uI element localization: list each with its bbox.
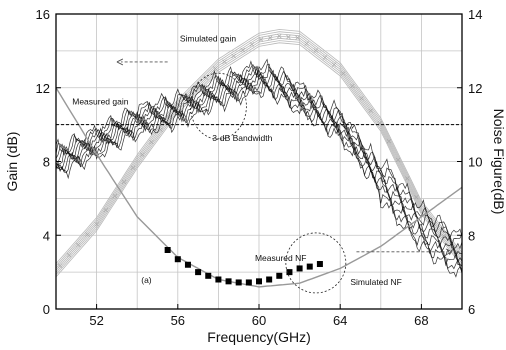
simulated-gain-marker — [258, 37, 264, 42]
simulated-gain-marker — [277, 33, 282, 39]
x-tick-label: 68 — [414, 313, 428, 328]
simulated-gain-marker — [240, 47, 246, 53]
measured-nf-point — [306, 263, 313, 270]
measured-nf-point — [316, 261, 323, 268]
measured-gain-trace — [55, 81, 463, 274]
simulated-gain-marker — [404, 176, 410, 181]
simulated-gain-marker — [57, 263, 63, 268]
simulated-gain-trace — [55, 31, 463, 267]
simulated-gain-marker — [295, 35, 300, 41]
series-simulated-nf — [55, 87, 463, 288]
measured-nf-point — [296, 265, 303, 272]
simulated-gain-marker — [249, 42, 255, 47]
simulated-gain-trace — [55, 29, 463, 264]
measured-gain-trace — [55, 65, 463, 250]
simulated-gain-marker — [85, 232, 90, 237]
simulated-gain-marker — [322, 55, 328, 60]
measured-nf-point — [235, 279, 242, 286]
simulated-gain-marker — [121, 179, 127, 185]
nf-ellipse — [285, 232, 347, 294]
measured-nf-label: Measured NF — [255, 253, 307, 263]
x-tick-label: 60 — [252, 313, 266, 328]
y-left-tick-label: 16 — [36, 7, 50, 22]
measured-nf-point — [225, 278, 232, 285]
simulated-gain-marker — [213, 66, 218, 71]
y-left-tick-label: 0 — [43, 302, 50, 317]
simulated-gain-marker — [231, 53, 236, 59]
x-tick-label: 56 — [171, 313, 185, 328]
simulated-gain-marker — [203, 75, 209, 81]
simulated-gain-marker — [386, 138, 392, 144]
simulated-gain-marker — [395, 157, 401, 163]
simulated-gain-trace — [55, 37, 463, 273]
simulated-gain-marker — [76, 242, 81, 248]
x-axis-label: Frequency(GHz) — [207, 329, 310, 345]
simulated-gain-marker — [350, 83, 355, 89]
simulated-gain-marker — [331, 62, 337, 67]
measured-nf-point — [195, 269, 202, 276]
series-measured-gain — [55, 58, 463, 278]
simulated-gain-marker — [313, 48, 319, 53]
panel-label: (a) — [141, 275, 152, 285]
arrow-right-head — [445, 248, 453, 256]
arrow-left-head — [116, 58, 124, 66]
y-left-tick-label: 4 — [43, 228, 50, 243]
annotation-shapes — [116, 58, 453, 294]
y-right-tick-label: 12 — [468, 81, 482, 96]
gain-ellipse — [189, 72, 247, 140]
series-measured-nf — [164, 247, 323, 286]
simulated-gain-marker — [140, 152, 145, 157]
simulated-gain-marker — [304, 41, 309, 46]
simulated-gain-marker — [194, 84, 200, 90]
simulated-gain-label: Simulated gain — [180, 34, 237, 44]
measured-gain-trace — [55, 73, 463, 273]
measured-nf-point — [174, 256, 181, 263]
y-left-tick-label: 12 — [36, 81, 50, 96]
simulated-gain-marker — [414, 194, 419, 200]
measured-gain-trace — [55, 82, 463, 278]
simulated-gain-marker — [340, 71, 346, 76]
y-right-tick-label: 10 — [468, 155, 482, 170]
simulated-gain-trace — [55, 40, 463, 275]
simulated-gain-marker — [149, 139, 154, 145]
bandwidth-label: 3-dB Bandwidth — [212, 133, 272, 143]
measured-nf-point — [184, 261, 191, 268]
measured-nf-point — [276, 272, 283, 279]
x-tick-label: 64 — [333, 313, 347, 328]
simulated-nf-label: Simulated NF — [350, 277, 402, 287]
y-right-tick-label: 8 — [468, 228, 475, 243]
measured-nf-point — [164, 247, 171, 253]
simulated-gain-marker — [368, 108, 373, 114]
simulated-gain-marker — [103, 207, 108, 213]
measured-gain-trace — [55, 58, 463, 240]
simulated-gain-marker — [286, 34, 291, 40]
simulated-nf-line — [55, 87, 463, 288]
simulated-gain-marker — [130, 165, 136, 171]
measured-nf-point — [256, 278, 262, 285]
simulated-gain-marker — [66, 253, 72, 258]
y-left-tick-label: 8 — [43, 155, 50, 170]
simulated-gain-marker — [359, 96, 364, 101]
measured-nf-point — [215, 276, 222, 283]
simulated-gain-marker — [222, 59, 227, 65]
measured-nf-point — [266, 276, 273, 283]
simulated-gain-trace — [55, 42, 463, 278]
y-axis-left-label: Gain (dB) — [4, 132, 20, 192]
y-right-tick-label: 14 — [468, 7, 482, 22]
measured-gain-trace — [55, 69, 463, 263]
measured-nf-point — [245, 279, 252, 286]
y-axis-right-label: Noise Figure(dB) — [491, 109, 506, 215]
measured-gain-label: Measured gain — [72, 96, 129, 106]
simulated-gain-marker — [267, 35, 273, 41]
simulated-gain-marker — [94, 221, 99, 227]
measured-nf-point — [286, 269, 293, 276]
y-right-tick-label: 6 — [468, 302, 475, 317]
measured-nf-point — [205, 272, 212, 279]
x-tick-label: 52 — [89, 313, 103, 328]
series-simulated-gain — [55, 29, 463, 278]
simulated-gain-marker — [112, 193, 118, 199]
